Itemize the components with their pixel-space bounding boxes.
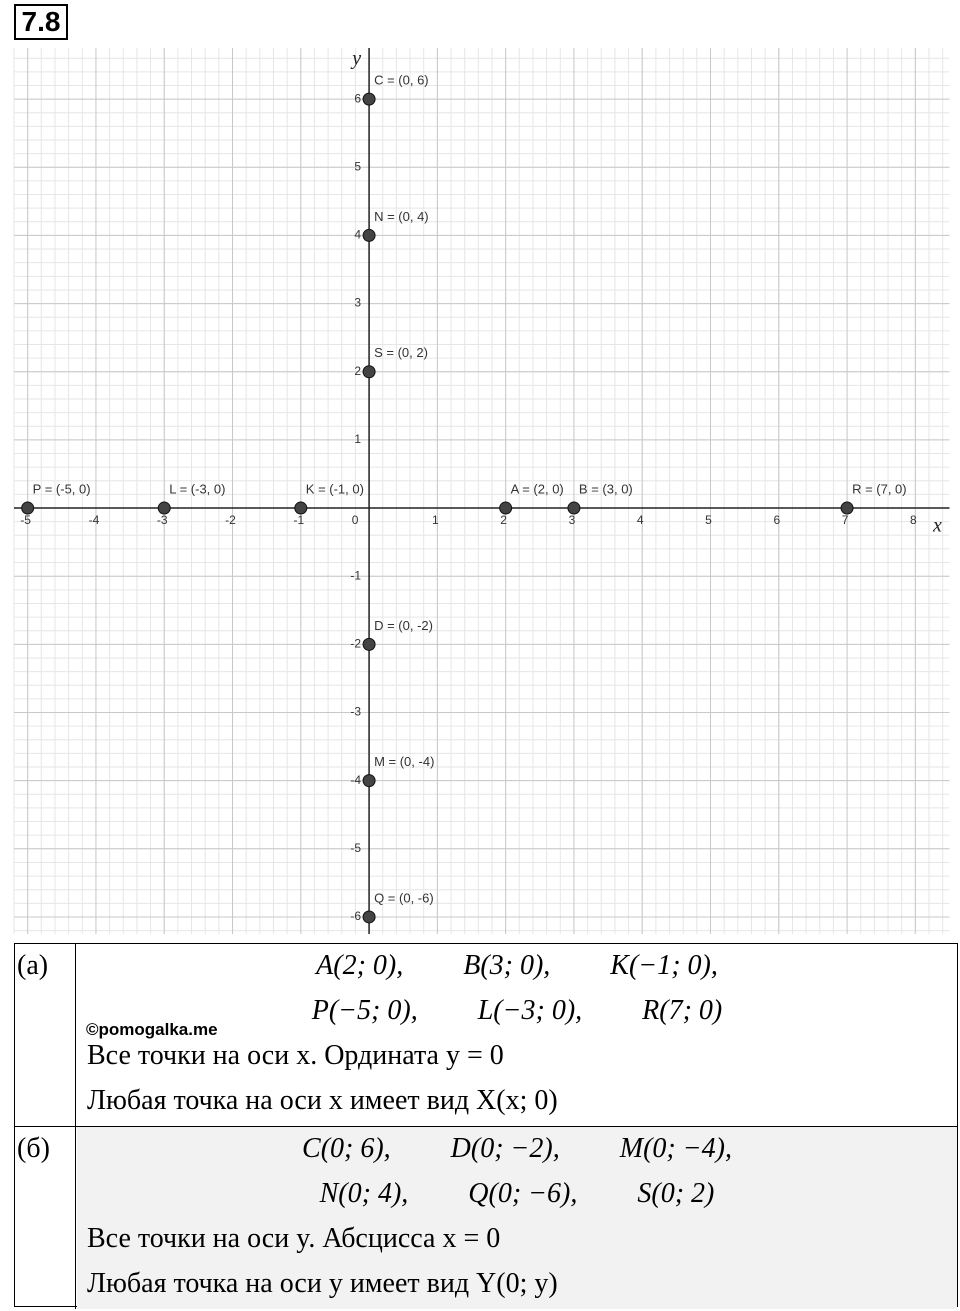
y-tick-label: -1 (350, 568, 361, 582)
row-content: A(2; 0), B(3; 0), K(−1; 0), P(−5; 0), L(−3; … (77, 944, 957, 1126)
x-tick-label: -3 (157, 513, 168, 527)
text-line: Любая точка на оси y имеет вид Y(0; y) (87, 1268, 558, 1299)
point-label: M = (0, -4) (374, 754, 434, 769)
point (157, 501, 171, 515)
x-tick-label: 3 (569, 513, 576, 527)
point (21, 501, 35, 515)
point-label: A = (2, 0) (511, 481, 564, 496)
point (294, 501, 308, 515)
x-tick-label: 1 (432, 513, 439, 527)
point-coordinates: K(−1; 0), (610, 950, 718, 981)
point (362, 637, 376, 651)
point-label: L = (-3, 0) (169, 481, 225, 496)
y-axis-label: y (350, 48, 361, 70)
coordinate-plane: -5 -4 -3 -2 -1 0 1 2 3 4 5 6 7 8 -6 -5 -4 -3 -2 -1 1 2 3 4 5 6 x yC… (13, 48, 950, 934)
points-line: A(2; 0), B(3; 0), K(−1; 0), (77, 950, 957, 982)
x-tick-label: 5 (705, 513, 712, 527)
point (362, 228, 376, 242)
y-tick-label: -3 (350, 705, 361, 719)
y-tick-label: 3 (354, 296, 361, 310)
exercise-number: 7.8 (14, 4, 68, 40)
point (362, 910, 376, 924)
point-coordinates: N(0; 4), (319, 1178, 409, 1209)
x-tick-label: 0 (352, 513, 359, 527)
x-axis-label: x (932, 515, 942, 537)
text-line: Все точки на оси y. Абсцисса x = 0 (87, 1223, 501, 1254)
point (362, 774, 376, 788)
y-tick-label: 1 (354, 432, 361, 446)
y-tick-label: -4 (350, 773, 361, 787)
point-coordinates: P(−5; 0), (311, 995, 418, 1026)
x-tick-label: 2 (500, 513, 507, 527)
point-label: Q = (0, -6) (374, 890, 434, 905)
point-coordinates: A(2; 0), (316, 950, 404, 981)
y-tick-label: -2 (350, 637, 361, 651)
x-tick-label: -2 (225, 513, 236, 527)
y-tick-label: -6 (350, 909, 361, 923)
y-tick-label: 4 (354, 228, 361, 242)
points-line: P(−5; 0), L(−3; 0), R(7; 0) (77, 995, 957, 1027)
row-label: (б) (15, 1127, 76, 1309)
x-tick-label: -5 (20, 513, 31, 527)
points-line: N(0; 4), Q(0; −6), S(0; 2) (77, 1178, 957, 1210)
table-row: (а) A(2; 0), B(3; 0), K(−1; 0), P(−5; 0), L(−… (15, 944, 957, 1126)
point-label: C = (0, 6) (374, 73, 429, 88)
x-tick-label: 7 (842, 513, 849, 527)
point-coordinates: M(0; −4), (619, 1133, 732, 1164)
row-content: C(0; 6), D(0; −2), M(0; −4), N(0; 4), Q(0; −… (77, 1127, 957, 1309)
point-label: K = (-1, 0) (306, 481, 364, 496)
point (840, 501, 854, 515)
point-coordinates: Q(0; −6), (468, 1178, 578, 1209)
point-label: B = (3, 0) (579, 481, 633, 496)
x-tick-label: 8 (910, 513, 917, 527)
point (499, 501, 513, 515)
point-label: N = (0, 4) (374, 209, 429, 224)
point-label: R = (7, 0) (852, 481, 907, 496)
point (362, 92, 376, 106)
point-coordinates: C(0; 6), (302, 1133, 391, 1164)
answer-table: (а) A(2; 0), B(3; 0), K(−1; 0), P(−5; 0), L(−… (14, 943, 958, 1309)
x-tick-label: 4 (637, 513, 644, 527)
y-tick-label: 5 (354, 159, 361, 173)
point-coordinates: B(3; 0), (463, 950, 551, 981)
row-label: (а) (15, 944, 76, 1126)
point-coordinates: D(0; −2), (450, 1133, 560, 1164)
point (567, 501, 581, 515)
y-tick-label: 2 (354, 364, 361, 378)
x-tick-label: -4 (89, 513, 100, 527)
point (362, 365, 376, 379)
x-tick-label: -1 (293, 513, 304, 527)
x-tick-label: 6 (773, 513, 780, 527)
y-tick-label: -5 (350, 841, 361, 855)
watermark: ©pomogalka.me (86, 1020, 218, 1039)
table-row: (б) C(0; 6), D(0; −2), M(0; −4), N(0; 4), Q(0… (15, 1126, 957, 1309)
point-label: D = (0, -2) (374, 618, 433, 633)
point-coordinates: R(7; 0) (642, 995, 723, 1026)
y-tick-label: 6 (354, 91, 361, 105)
point-label: P = (-5, 0) (33, 481, 91, 496)
points-line: C(0; 6), D(0; −2), M(0; −4), (77, 1133, 957, 1165)
text-line: Любая точка на оси x имеет вид X(x; 0) (87, 1085, 558, 1116)
point-coordinates: S(0; 2) (637, 1178, 715, 1209)
point-label: S = (0, 2) (374, 345, 428, 360)
point-coordinates: L(−3; 0), (477, 995, 583, 1026)
text-line: Все точки на оси x. Ордината y = 0 (87, 1040, 504, 1071)
